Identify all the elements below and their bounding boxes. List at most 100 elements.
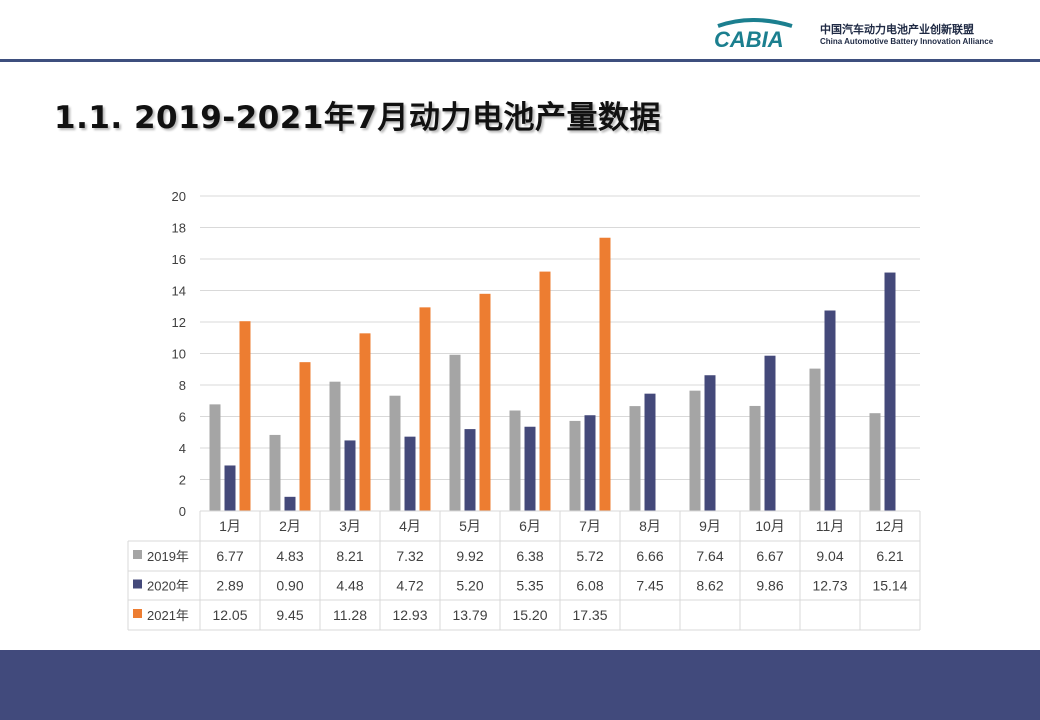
x-tick-label: 1月: [219, 518, 241, 534]
bar-2020年-9月: [704, 375, 716, 511]
y-tick-label: 14: [172, 284, 186, 299]
data-label: 4.48: [336, 578, 363, 594]
bar-2019年-6月: [509, 410, 521, 511]
data-label: 6.38: [516, 548, 543, 564]
bar-2021年-7月: [599, 237, 611, 512]
bar-2021年-2月: [299, 362, 311, 511]
data-label: 12.73: [812, 578, 847, 594]
bar-2021年-1月: [239, 321, 251, 511]
legend-label: 2020年: [147, 579, 189, 594]
data-label: 0.90: [276, 578, 303, 594]
bar-2021年-3月: [359, 333, 371, 511]
data-label: 6.77: [216, 548, 243, 564]
y-tick-label: 20: [172, 189, 186, 204]
bar-2019年-10月: [749, 405, 761, 511]
data-label: 5.35: [516, 578, 543, 594]
data-label: 12.05: [212, 607, 247, 623]
data-label: 6.08: [576, 578, 603, 594]
y-tick-label: 10: [172, 347, 186, 362]
y-tick-label: 2: [179, 473, 186, 488]
bar-2019年-5月: [449, 354, 461, 511]
bar-2019年-3月: [329, 381, 341, 511]
logo-mark: CABIA: [714, 27, 784, 52]
data-label: 5.20: [456, 578, 483, 594]
x-tick-label: 7月: [579, 518, 601, 534]
x-tick-label: 8月: [639, 518, 661, 534]
data-label: 9.92: [456, 548, 483, 564]
bar-2020年-5月: [464, 429, 476, 511]
y-tick-label: 8: [179, 378, 186, 393]
x-tick-label: 2月: [279, 518, 301, 534]
logo-arc-icon: [717, 18, 793, 28]
bar-2019年-1月: [209, 404, 221, 511]
bar-2021年-5月: [479, 293, 491, 511]
bar-2019年-9月: [689, 390, 701, 511]
y-tick-label: 4: [179, 441, 186, 456]
x-tick-label: 4月: [399, 518, 421, 534]
bar-2021年-6月: [539, 271, 551, 511]
y-tick-label: 6: [179, 410, 186, 425]
bar-2020年-3月: [344, 440, 356, 511]
bar-2020年-11月: [824, 310, 836, 511]
y-tick-label: 16: [172, 252, 186, 267]
production-bar-chart: 0 2 4 6 8 10 12 14 16 18 20 1月 2月 3月 4月 5月 6月 7月 8月 9月 10月 11…: [127, 189, 921, 631]
x-tick-label: 12月: [875, 518, 905, 534]
bar-2020年-6月: [524, 426, 536, 511]
data-label: 9.04: [816, 548, 843, 564]
data-label: 15.14: [872, 578, 907, 594]
data-label: 12.93: [392, 607, 427, 623]
page-title: 1.1. 2019-2021年7月动力电池产量数据: [54, 100, 661, 136]
legend-label: 2019年: [147, 549, 189, 564]
org-name-block: 中国汽车动力电池产业创新联盟 China Automotive Battery …: [820, 23, 1010, 47]
bar-2020年-12月: [884, 272, 896, 511]
x-tick-label: 11月: [816, 518, 845, 534]
bar-2019年-4月: [389, 395, 401, 511]
cabia-logo: CABIA: [714, 18, 793, 52]
bar-2019年-11月: [809, 368, 821, 511]
y-tick-label: 12: [172, 315, 186, 330]
header-divider: [0, 59, 1040, 62]
data-label: 15.20: [512, 607, 547, 623]
y-tick-label: 18: [172, 221, 186, 236]
bar-2019年-8月: [629, 406, 641, 511]
x-tick-label: 10月: [755, 518, 785, 534]
data-label: 8.21: [336, 548, 363, 564]
legend-key-2021年: [133, 609, 142, 618]
org-name-cn: 中国汽车动力电池产业创新联盟: [820, 23, 974, 36]
x-tick-label: 9月: [699, 518, 721, 534]
data-label: 5.72: [576, 548, 603, 564]
data-label: 11.28: [333, 607, 367, 623]
data-label: 7.45: [636, 578, 663, 594]
bar-2019年-2月: [269, 434, 281, 511]
x-tick-label: 6月: [519, 518, 541, 534]
x-tick-label: 5月: [459, 518, 481, 534]
bar-2020年-10月: [764, 355, 776, 511]
bar-2021年-4月: [419, 307, 431, 511]
x-tick-label: 3月: [339, 518, 361, 534]
data-label: 4.83: [276, 548, 303, 564]
data-label: 8.62: [696, 578, 723, 594]
legend-label: 2021年: [147, 608, 189, 623]
data-label: 13.79: [452, 607, 487, 623]
data-label: 9.45: [276, 607, 303, 623]
data-label: 6.67: [756, 548, 783, 564]
data-label: 9.86: [756, 578, 783, 594]
data-label: 6.21: [876, 548, 903, 564]
data-label: 2.89: [216, 578, 243, 594]
data-label: 4.72: [396, 578, 423, 594]
bar-2020年-4月: [404, 436, 416, 511]
bar-2020年-1月: [224, 465, 236, 511]
footer-band: [0, 650, 1040, 720]
y-tick-label: 0: [179, 504, 186, 519]
legend-key-2020年: [133, 579, 142, 589]
legend-key-2019年: [133, 550, 142, 559]
bar-2020年-7月: [584, 415, 596, 511]
data-label: 7.64: [696, 548, 723, 564]
data-label: 7.32: [396, 548, 423, 564]
bar-2019年-7月: [569, 420, 581, 511]
org-name-en: China Automotive Battery Innovation Alli…: [820, 37, 994, 46]
data-label: 17.35: [572, 607, 607, 623]
bar-2019年-12月: [869, 413, 881, 511]
data-label: 6.66: [636, 548, 663, 564]
bar-2020年-2月: [284, 496, 296, 511]
